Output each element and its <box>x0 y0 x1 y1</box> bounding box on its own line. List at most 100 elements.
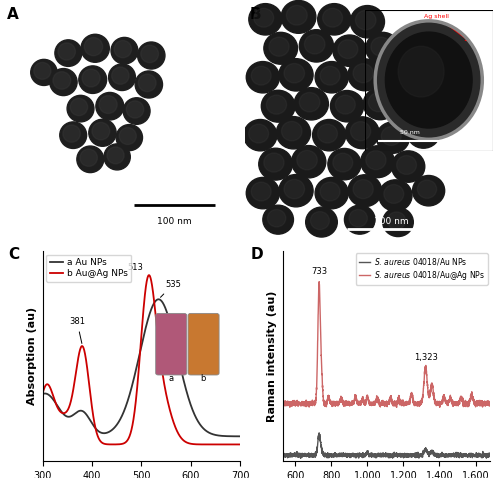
Circle shape <box>350 121 370 141</box>
Y-axis label: Absorption (au): Absorption (au) <box>27 307 37 405</box>
Circle shape <box>249 4 282 35</box>
b Au@Ag NPs <box>237 442 243 447</box>
Circle shape <box>349 209 368 227</box>
b Au@Ag NPs <box>194 442 200 447</box>
Circle shape <box>320 66 340 85</box>
Y-axis label: Raman intensity (au): Raman intensity (au) <box>267 291 277 422</box>
Legend: $S$. $aureus$ 04018/Au NPs, $S$. $aureus$ 04018/Au@Ag NPs: $S$. $aureus$ 04018/Au NPs, $S$. $aureus… <box>356 253 488 285</box>
Circle shape <box>364 88 397 120</box>
Text: 1,323: 1,323 <box>414 353 438 362</box>
Circle shape <box>70 98 87 116</box>
Circle shape <box>384 69 404 87</box>
Circle shape <box>330 90 364 122</box>
Circle shape <box>108 64 136 90</box>
FancyBboxPatch shape <box>188 314 219 375</box>
Circle shape <box>399 98 419 117</box>
Circle shape <box>300 92 320 112</box>
Circle shape <box>114 41 132 58</box>
Circle shape <box>269 37 289 56</box>
Text: 513: 513 <box>128 263 144 272</box>
Circle shape <box>356 11 376 30</box>
Circle shape <box>353 64 374 83</box>
Circle shape <box>63 125 80 142</box>
Circle shape <box>348 59 382 91</box>
Circle shape <box>344 205 375 234</box>
b Au@Ag NPs <box>176 431 182 436</box>
Circle shape <box>384 185 404 203</box>
Circle shape <box>315 62 348 93</box>
Circle shape <box>268 209 286 227</box>
Legend: a Au NPs, b Au@Ag NPs: a Au NPs, b Au@Ag NPs <box>46 255 132 282</box>
b Au@Ag NPs <box>120 441 126 447</box>
Circle shape <box>300 30 334 62</box>
Text: 733: 733 <box>311 267 327 276</box>
Circle shape <box>50 68 77 96</box>
Circle shape <box>386 32 472 128</box>
Circle shape <box>135 71 162 98</box>
Circle shape <box>58 43 76 60</box>
Circle shape <box>284 179 304 199</box>
Circle shape <box>281 0 316 33</box>
Circle shape <box>397 28 430 59</box>
Circle shape <box>126 101 144 118</box>
Circle shape <box>371 37 391 56</box>
Circle shape <box>394 93 428 124</box>
Circle shape <box>361 146 394 178</box>
Circle shape <box>376 122 410 153</box>
Circle shape <box>315 177 348 209</box>
Circle shape <box>251 182 271 201</box>
Text: B: B <box>250 7 262 22</box>
Circle shape <box>276 117 310 149</box>
Line: a Au NPs: a Au NPs <box>42 299 240 436</box>
Text: A: A <box>8 7 19 22</box>
Circle shape <box>402 33 421 51</box>
Circle shape <box>320 182 340 201</box>
Line: b Au@Ag NPs: b Au@Ag NPs <box>42 275 240 445</box>
Circle shape <box>310 212 330 229</box>
Circle shape <box>246 177 280 209</box>
Circle shape <box>80 149 98 166</box>
Circle shape <box>259 148 292 180</box>
Circle shape <box>279 59 313 91</box>
FancyBboxPatch shape <box>156 314 186 375</box>
a Au NPs <box>237 434 243 439</box>
Circle shape <box>375 21 482 139</box>
a Au NPs <box>156 296 162 302</box>
Circle shape <box>77 146 104 173</box>
b Au@Ag NPs <box>40 391 46 397</box>
Circle shape <box>111 37 138 64</box>
Circle shape <box>333 35 366 66</box>
Circle shape <box>96 92 124 120</box>
Circle shape <box>266 95 286 114</box>
Circle shape <box>328 149 361 180</box>
a Au NPs <box>126 392 132 398</box>
Circle shape <box>388 212 406 229</box>
Circle shape <box>84 37 102 56</box>
Circle shape <box>251 66 271 85</box>
Circle shape <box>366 33 400 64</box>
Text: a: a <box>168 374 173 383</box>
Circle shape <box>396 155 416 174</box>
Circle shape <box>368 93 388 112</box>
Text: 100 nm: 100 nm <box>157 217 192 226</box>
Text: C: C <box>8 247 19 262</box>
Circle shape <box>89 119 116 146</box>
Circle shape <box>30 59 57 86</box>
Text: 381: 381 <box>69 317 85 344</box>
Circle shape <box>312 120 346 151</box>
Circle shape <box>116 125 142 151</box>
b Au@Ag NPs <box>60 410 66 416</box>
Circle shape <box>318 124 338 143</box>
Circle shape <box>55 40 82 66</box>
Circle shape <box>263 205 294 234</box>
b Au@Ag NPs <box>198 442 203 447</box>
Circle shape <box>53 72 70 89</box>
Circle shape <box>412 122 432 141</box>
Circle shape <box>286 5 307 25</box>
Circle shape <box>322 8 342 27</box>
a Au NPs <box>198 422 203 428</box>
Circle shape <box>338 40 358 58</box>
Circle shape <box>119 128 136 144</box>
Circle shape <box>60 122 86 149</box>
Circle shape <box>282 121 302 141</box>
